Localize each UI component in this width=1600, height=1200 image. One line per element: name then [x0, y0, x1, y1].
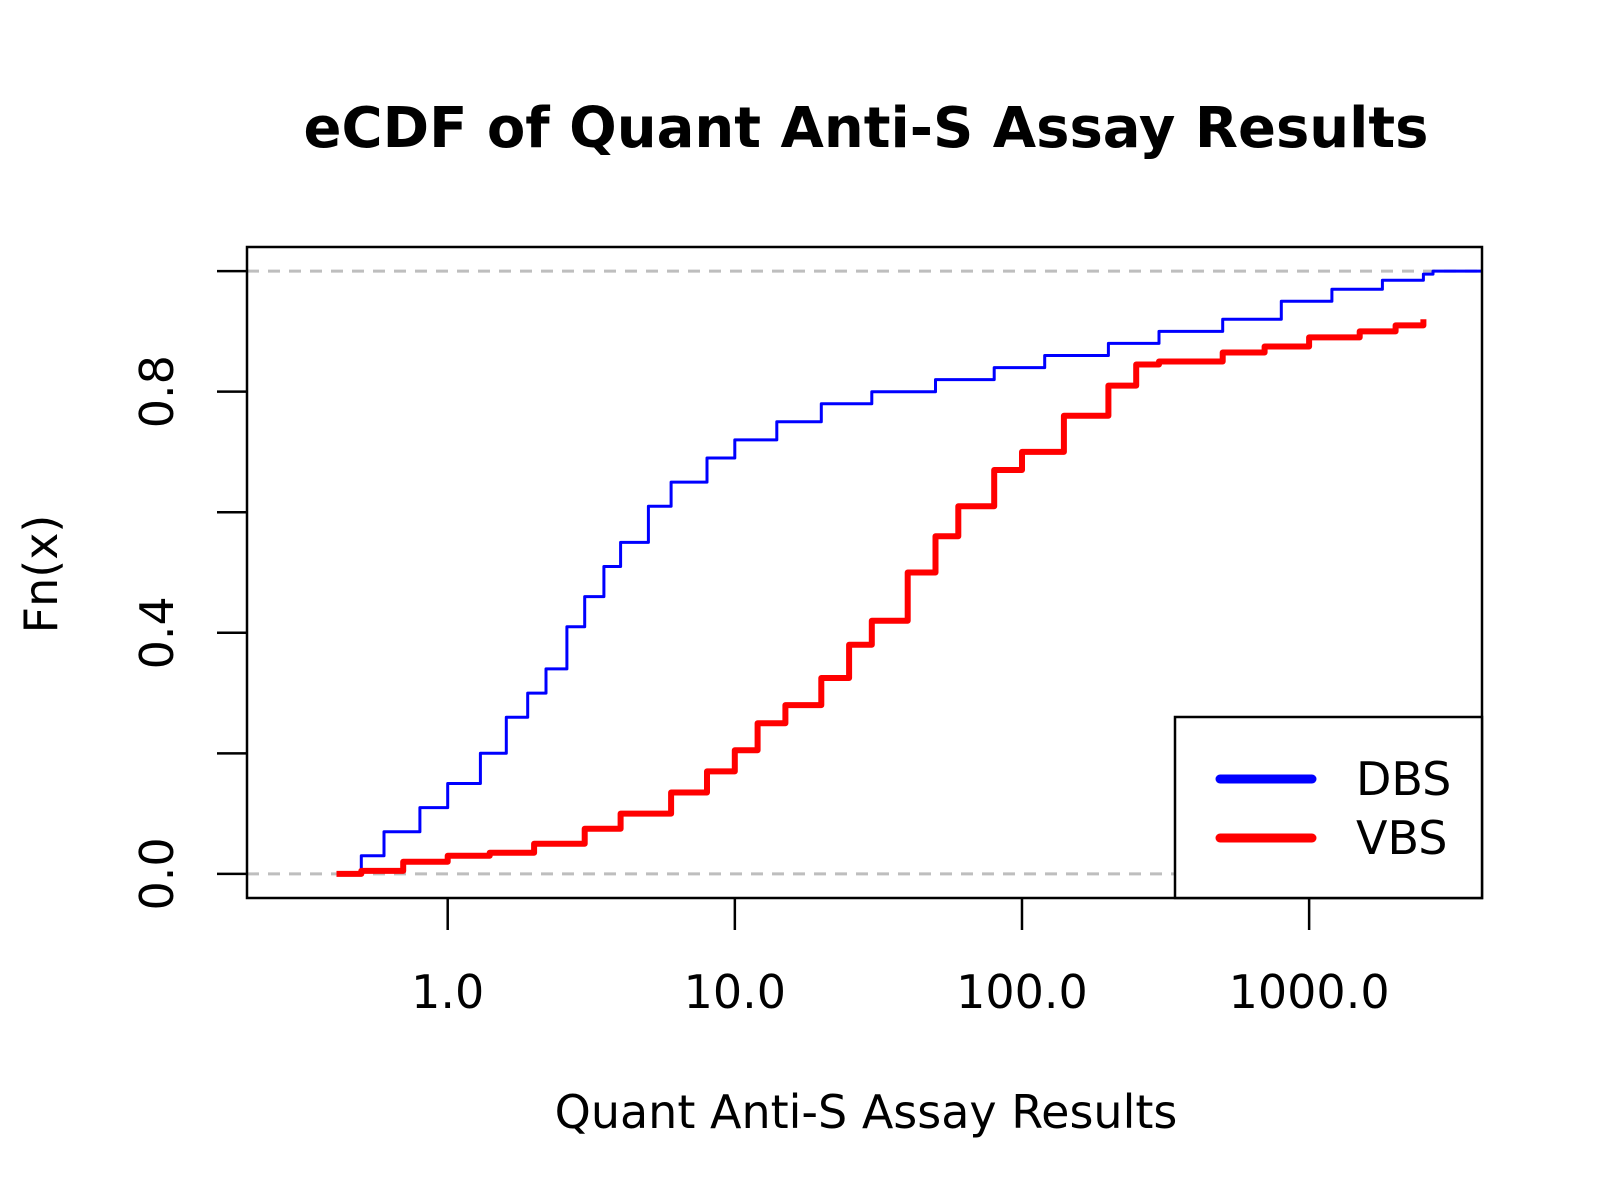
x-axis-label: Quant Anti-S Assay Results: [555, 1085, 1178, 1139]
axes: 1.0 10.0 100.0 1000.0 0.0 0.4 0.8: [130, 245, 1484, 1019]
legend-box: [1173, 715, 1484, 900]
x-tick-label-1: 10.0: [684, 965, 786, 1019]
y-tick-label-4: 0.8: [130, 355, 184, 428]
x-tick-label-2: 100.0: [956, 965, 1088, 1019]
legend-label-vbs: VBS: [1356, 811, 1447, 865]
y-tick-label-0: 0.0: [130, 837, 184, 910]
series-line-dbs: [336, 269, 1482, 876]
x-tick-label-3: 1000.0: [1229, 965, 1390, 1019]
chart-title: eCDF of Quant Anti-S Assay Results: [304, 96, 1429, 161]
y-axis-label: Fn(x): [14, 515, 68, 634]
x-tick-label-0: 1.0: [411, 965, 484, 1019]
y-tick-label-2: 0.4: [130, 596, 184, 669]
series-line-vbs: [336, 319, 1427, 877]
plot-frame: [245, 245, 1484, 900]
legend-label-dbs: DBS: [1356, 752, 1451, 806]
